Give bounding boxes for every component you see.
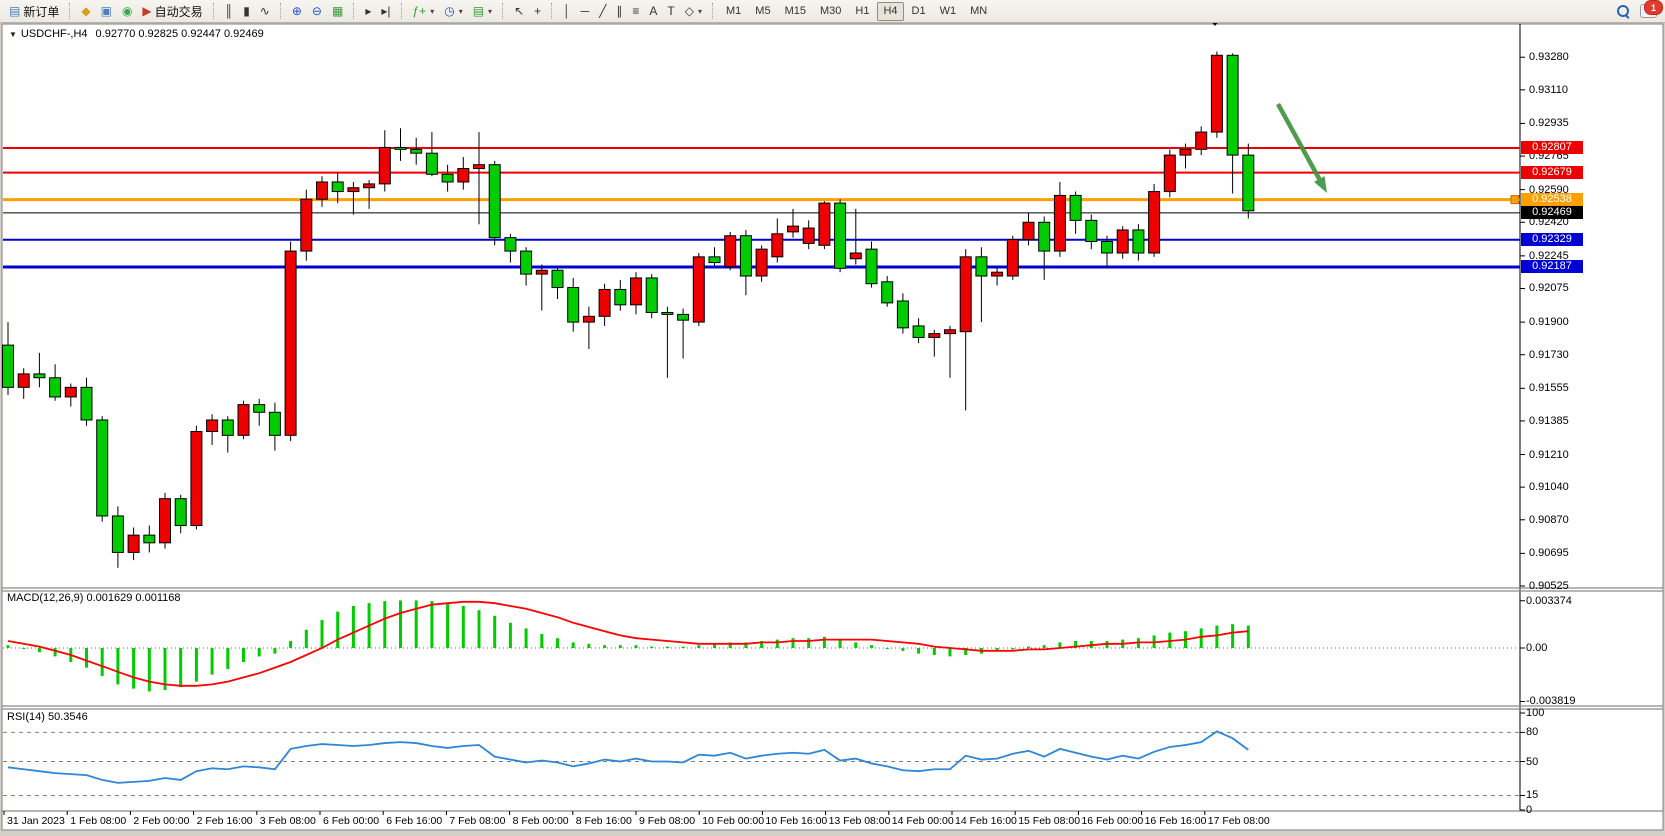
search-icon[interactable] — [1617, 4, 1630, 18]
candlestick-chart-button[interactable]: ▮ — [239, 1, 254, 22]
new-order-icon: ▤ — [9, 4, 21, 18]
trendline-icon: ╱ — [599, 4, 607, 18]
chevron-down-icon[interactable]: ▼ — [9, 30, 17, 39]
timeframe-mn-button[interactable]: MN — [970, 5, 988, 17]
periods-button[interactable]: ◷ ▾ — [440, 1, 467, 22]
tile-windows-icon: ▦ — [331, 4, 344, 18]
periods-icon: ◷ — [444, 4, 455, 18]
dropdown-caret-icon: ▾ — [698, 6, 703, 16]
line-chart-button[interactable]: ∿ — [256, 1, 274, 22]
indicators-button[interactable]: ƒ+ ▾ — [409, 1, 439, 22]
text-icon: A — [649, 4, 658, 18]
timeframe-d1-button[interactable]: D1 — [911, 5, 926, 17]
market-watch-icon: ◆ — [81, 4, 91, 18]
new-order-button[interactable]: ▤ 新订单 — [5, 1, 63, 22]
timeframe-m15-button[interactable]: M15 — [784, 5, 806, 17]
zoom-in-icon: ⊕ — [291, 4, 302, 18]
dropdown-caret-icon: ▾ — [488, 6, 493, 16]
new-order-button-label: 新订单 — [23, 4, 60, 19]
toolbar-separator — [69, 3, 71, 19]
terminal-icon: ▣ — [100, 4, 112, 18]
auto-trading-button-label: 自动交易 — [154, 4, 203, 19]
templates-icon: ▤ — [472, 4, 485, 18]
indicators-icon: ƒ+ — [412, 4, 427, 18]
equidistant-channel-button[interactable]: ∥ — [612, 1, 626, 22]
symbol-period-label: USDCHF-,H4 — [20, 28, 88, 40]
text-button[interactable]: A — [645, 1, 661, 22]
zoom-out-button[interactable]: ⊖ — [308, 1, 326, 22]
dropdown-caret-icon: ▾ — [458, 6, 463, 16]
equidistant-channel-icon: ∥ — [616, 4, 623, 18]
rsi-indicator-label: RSI(14) 50.3546 — [7, 711, 88, 723]
toolbar-separator — [712, 3, 714, 19]
main-toolbar: ▤ 新订单 ◆ ▣ ◉ ▶ 自动交易 ║ ▮ ∿ ⊕ ⊖ ▦ ▸ ▸| ƒ+ ▾ ◷ ▾ ▤ ▾ ↖ + │ ─ ╱ ∥ ≡ A T ◇ ▾ M… — [0, 0, 1665, 23]
bar-chart-button[interactable]: ║ — [221, 1, 238, 22]
timeframe-m5-button[interactable]: M5 — [755, 5, 771, 17]
cursor-button[interactable]: ↖ — [510, 1, 528, 22]
vertical-line-button[interactable]: │ — [559, 1, 575, 22]
crosshair-button[interactable]: + — [530, 1, 545, 22]
cursor-icon: ↖ — [514, 4, 525, 18]
chart-title: ▼ USDCHF-,H4 0.92770 0.92825 0.92447 0.924… — [9, 28, 264, 40]
toolbar-separator — [212, 3, 215, 19]
dropdown-caret-icon: ▾ — [430, 6, 435, 16]
auto-trading-button[interactable]: ▶ 自动交易 — [138, 1, 206, 22]
horizontal-line-icon: ─ — [580, 4, 590, 18]
notifications-icon[interactable]: 1 — [1640, 0, 1663, 18]
arrows-button[interactable]: ◇ ▾ — [681, 1, 706, 22]
horizontal-line-button[interactable]: ─ — [577, 1, 594, 22]
timeframe-h4-button[interactable]: H4 — [877, 1, 904, 21]
crosshair-icon: + — [534, 4, 542, 18]
macd-indicator-label: MACD(12,26,9) 0.001629 0.001168 — [7, 592, 181, 604]
chart-shift-button[interactable]: ▸| — [377, 1, 394, 22]
fibonacci-icon: ≡ — [632, 4, 640, 18]
timeframe-m30-button[interactable]: M30 — [819, 5, 842, 17]
terminal-button[interactable]: ▣ — [97, 1, 116, 22]
toolbar-separator — [502, 3, 504, 19]
candlestick-chart-icon: ▮ — [243, 4, 250, 18]
toolbar-separator — [353, 3, 355, 19]
tile-windows-button[interactable]: ▦ — [328, 1, 347, 22]
zoom-in-button[interactable]: ⊕ — [288, 1, 306, 22]
zoom-out-icon: ⊖ — [311, 4, 322, 18]
timeframe-m1-button[interactable]: M1 — [726, 5, 742, 17]
chart-shift-icon: ▸| — [381, 4, 391, 18]
ohlc-values: 0.92770 0.92825 0.92447 0.92469 — [95, 28, 264, 40]
templates-button[interactable]: ▤ ▾ — [469, 1, 496, 22]
auto-scroll-button[interactable]: ▸ — [361, 1, 375, 22]
signals-button[interactable]: ◉ — [118, 1, 136, 22]
text-label-button[interactable]: T — [663, 1, 678, 22]
auto-trading-icon: ▶ — [142, 4, 152, 18]
toolbar-right-group: 1 — [1617, 0, 1665, 18]
text-label-icon: T — [667, 4, 675, 18]
timeframe-h1-button[interactable]: H1 — [855, 5, 870, 17]
timeframe-w1-button[interactable]: W1 — [939, 5, 957, 17]
signals-icon: ◉ — [121, 4, 133, 18]
toolbar-separator — [400, 3, 403, 19]
line-chart-icon: ∿ — [259, 4, 270, 18]
fibonacci-button[interactable]: ≡ — [628, 1, 643, 22]
notification-badge: 1 — [1644, 0, 1663, 15]
vertical-line-icon: │ — [563, 4, 571, 18]
bar-chart-icon: ║ — [224, 4, 234, 18]
market-watch-button[interactable]: ◆ — [77, 1, 94, 22]
toolbar-separator — [551, 3, 553, 19]
arrows-icon: ◇ — [684, 4, 694, 18]
toolbar-separator — [279, 3, 282, 19]
auto-scroll-icon: ▸ — [365, 4, 372, 18]
trendline-button[interactable]: ╱ — [595, 1, 610, 22]
